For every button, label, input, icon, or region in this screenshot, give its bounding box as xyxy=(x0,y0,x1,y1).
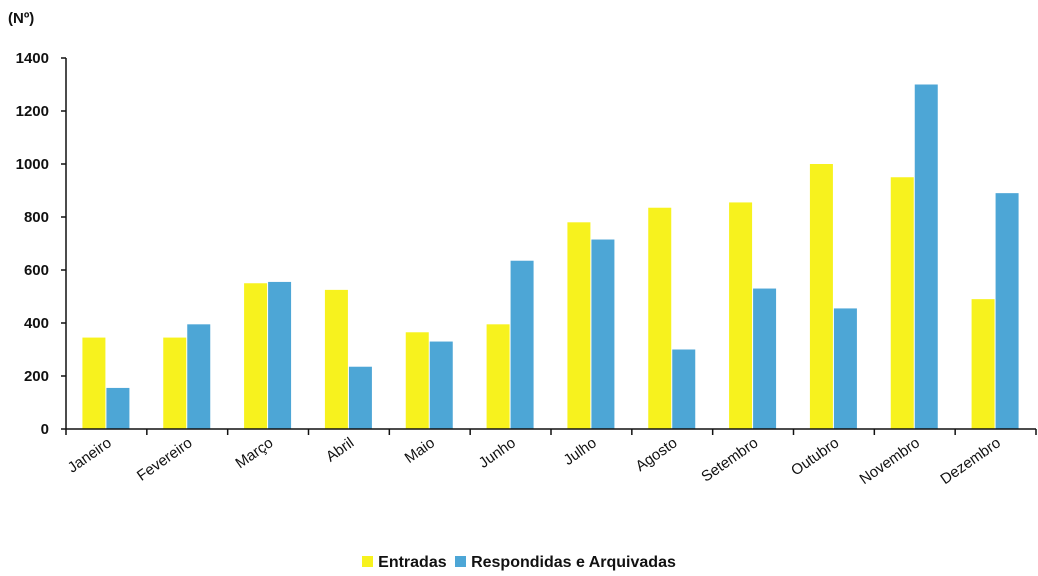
x-tick-label: Abril xyxy=(323,434,357,465)
legend-item-respondidas: Respondidas e Arquivadas xyxy=(455,554,676,572)
x-tick-label: Junho xyxy=(476,434,519,471)
legend-item-entradas: Entradas xyxy=(362,554,447,572)
bar-entradas-novembro xyxy=(890,177,914,429)
x-tick-label: Maio xyxy=(402,434,438,467)
y-axis-unit-label: (Nº) xyxy=(8,10,34,27)
y-tick-label: 1200 xyxy=(16,103,49,120)
x-tick-label: Setembro xyxy=(698,434,761,485)
y-tick-label: 600 xyxy=(24,262,49,279)
bar-entradas-junho xyxy=(486,324,510,429)
legend-swatch-respondidas xyxy=(455,556,467,567)
bar-respondidas-março xyxy=(268,281,292,429)
legend-label-entradas: Entradas xyxy=(378,554,447,571)
x-tick-label: Julho xyxy=(561,434,600,468)
x-tick-label: Janeiro xyxy=(65,434,115,476)
x-tick-label: Novembro xyxy=(857,434,923,488)
x-tick-label: Dezembro xyxy=(937,434,1003,488)
bar-respondidas-outubro xyxy=(833,308,857,429)
bar-entradas-dezembro xyxy=(971,299,995,429)
y-tick-label: 0 xyxy=(41,421,49,438)
y-tick-label: 800 xyxy=(24,209,49,226)
bar-entradas-setembro xyxy=(729,202,753,429)
bar-respondidas-agosto xyxy=(672,349,696,429)
bar-respondidas-junho xyxy=(510,260,534,429)
bar-respondidas-dezembro xyxy=(995,193,1019,429)
bar-respondidas-setembro xyxy=(753,288,777,429)
bar-respondidas-maio xyxy=(429,341,453,429)
bar-respondidas-julho xyxy=(591,239,615,429)
y-tick-label: 400 xyxy=(24,315,49,332)
y-tick-label: 1000 xyxy=(16,156,49,173)
y-tick-label: 1400 xyxy=(16,50,49,67)
bar-respondidas-novembro xyxy=(914,84,938,429)
bar-respondidas-janeiro xyxy=(106,387,130,429)
legend-swatch-entradas xyxy=(362,556,374,567)
x-tick-label: Fevereiro xyxy=(134,434,196,484)
legend-label-respondidas: Respondidas e Arquivadas xyxy=(471,554,676,571)
y-tick-label: 200 xyxy=(24,368,49,385)
x-tick-label: Março xyxy=(232,434,276,472)
bars xyxy=(82,84,1019,429)
bar-respondidas-fevereiro xyxy=(187,324,211,429)
bar-entradas-outubro xyxy=(809,164,833,429)
bar-entradas-julho xyxy=(567,222,591,429)
bar-entradas-maio xyxy=(405,332,429,429)
bar-entradas-abril xyxy=(324,289,348,429)
bar-entradas-agosto xyxy=(648,207,672,429)
x-tick-label: Agosto xyxy=(633,434,681,475)
legend: Entradas Respondidas e Arquivadas xyxy=(0,554,1038,572)
bar-entradas-março xyxy=(244,283,268,429)
x-tick-label: Outubro xyxy=(788,434,842,479)
y-axis-ticks: 0 200 400 600 800 1000 1200 1400 xyxy=(16,50,66,438)
bar-entradas-fevereiro xyxy=(163,337,187,429)
bar-entradas-janeiro xyxy=(82,337,106,429)
x-axis-ticks: Janeiro Fevereiro Março Abril Maio Junho Julho… xyxy=(65,429,1037,488)
bar-respondidas-abril xyxy=(348,366,372,429)
